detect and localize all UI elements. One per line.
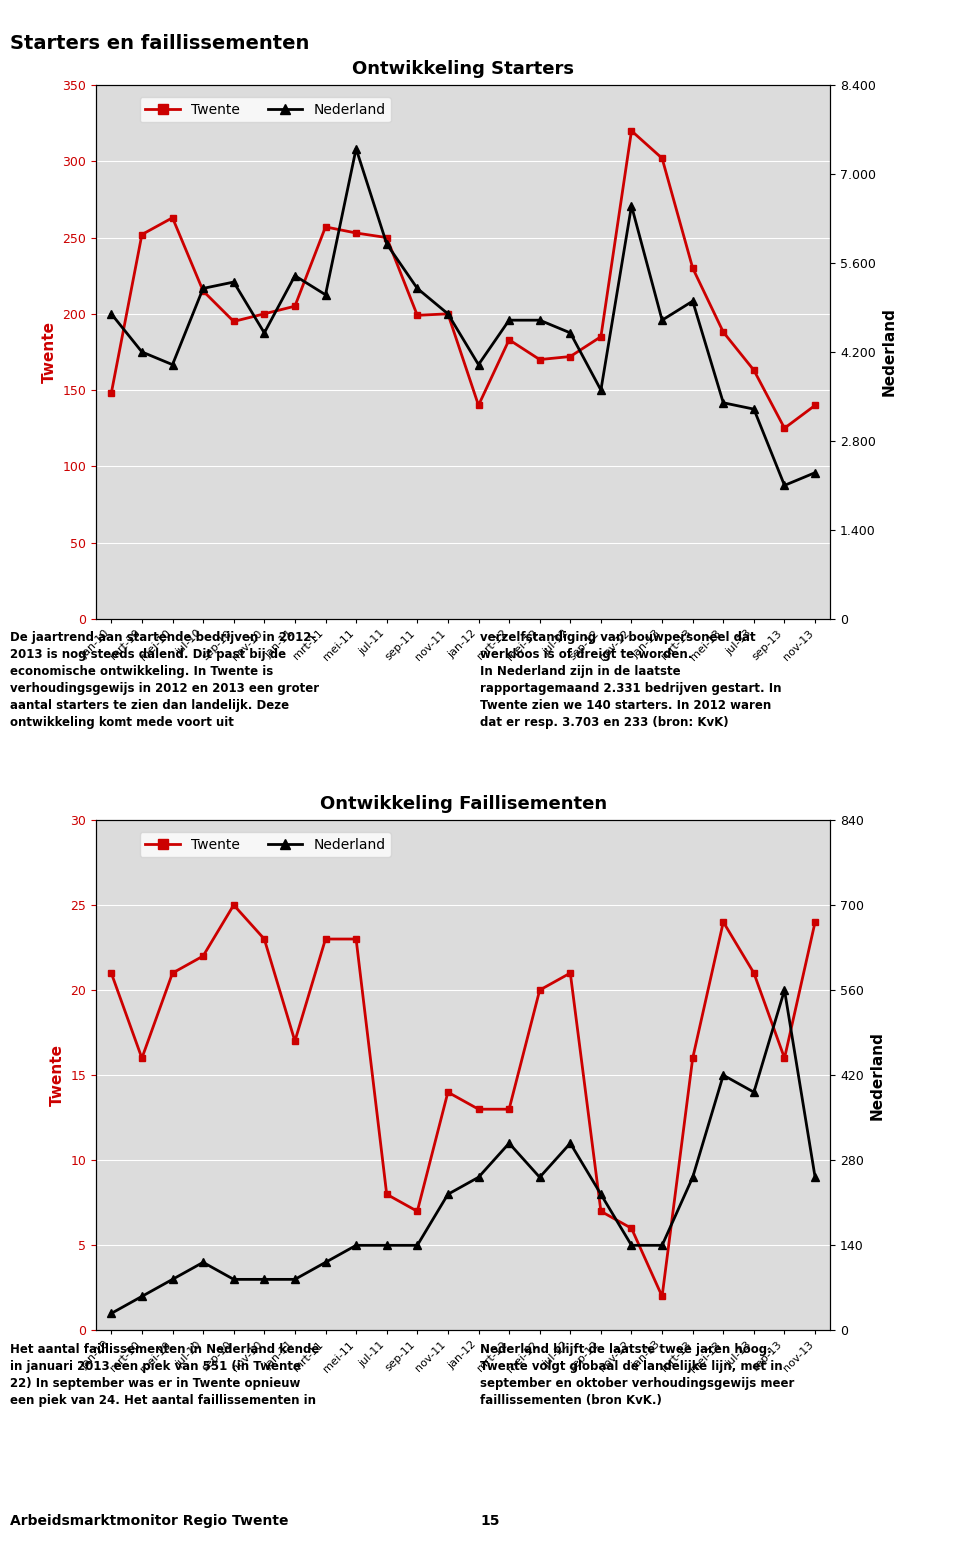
Text: Arbeidsmarktmonitor Regio Twente: Arbeidsmarktmonitor Regio Twente <box>10 1515 288 1528</box>
Text: verzelfstandiging van bouwpersoneel dat
werkloos is of dreigt te worden.
In Nede: verzelfstandiging van bouwpersoneel dat … <box>480 631 781 729</box>
Y-axis label: Twente: Twente <box>42 320 57 384</box>
Text: Het aantal faillissementen in Nederland kende
in januari 2013 een piek van 551 (: Het aantal faillissementen in Nederland … <box>10 1343 319 1406</box>
Text: Nederland blijft de laatste twee jaren hoog.
Twente volgt globaal de landelijke : Nederland blijft de laatste twee jaren h… <box>480 1343 794 1406</box>
Text: Starters en faillissementen: Starters en faillissementen <box>10 34 309 53</box>
Y-axis label: Twente: Twente <box>50 1044 65 1106</box>
Text: 15: 15 <box>480 1515 499 1528</box>
Title: Ontwikkeling Starters: Ontwikkeling Starters <box>352 60 574 77</box>
Legend: Twente, Nederland: Twente, Nederland <box>139 832 392 857</box>
Y-axis label: Nederland: Nederland <box>881 308 897 396</box>
Y-axis label: Nederland: Nederland <box>870 1030 885 1120</box>
Legend: Twente, Nederland: Twente, Nederland <box>139 97 392 122</box>
Title: Ontwikkeling Faillisementen: Ontwikkeling Faillisementen <box>320 795 607 812</box>
Text: De jaartrend aan startende bedrijven in 2012-
2013 is nog steeds dalend. Dit pas: De jaartrend aan startende bedrijven in … <box>10 631 319 729</box>
